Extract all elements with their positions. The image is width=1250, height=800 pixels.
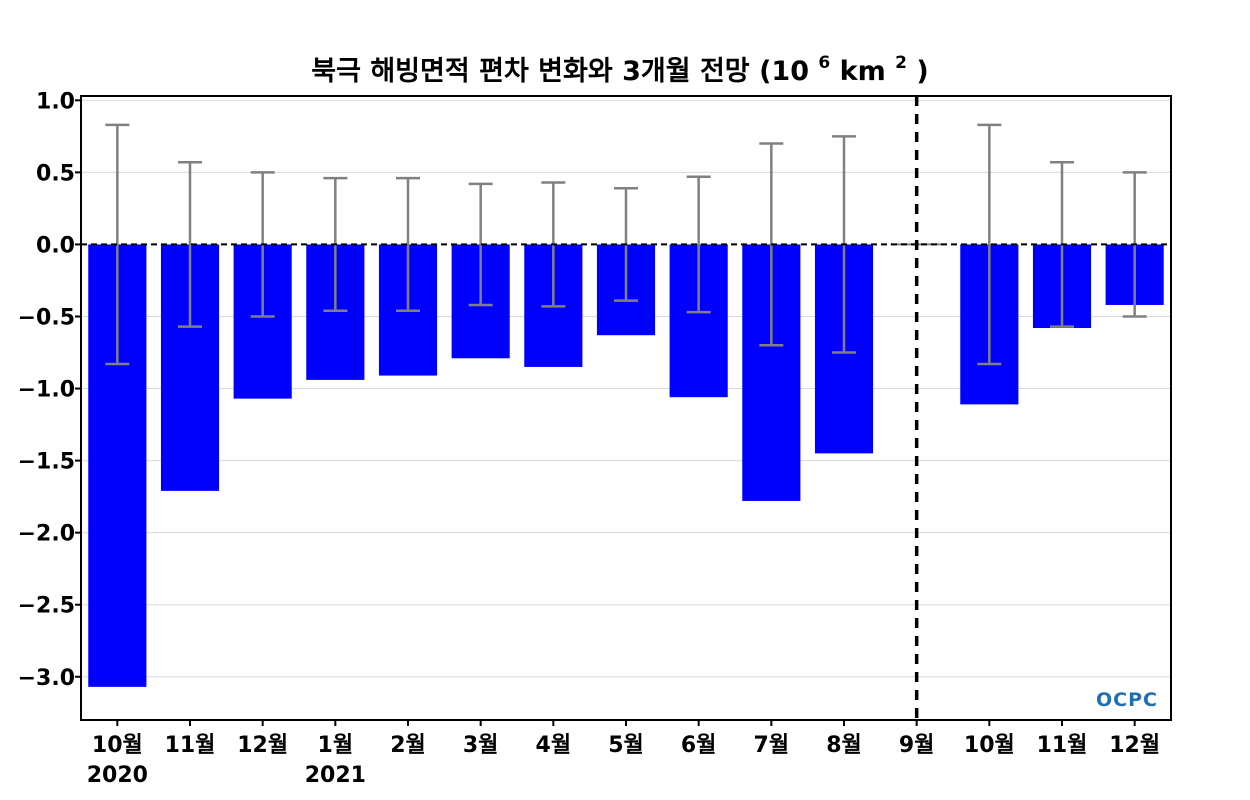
- y-tick-label: 0.5: [36, 161, 75, 186]
- x-tick-label: 6월: [681, 733, 717, 758]
- x-tick-label: 4월: [536, 733, 572, 758]
- tick-labels: 1.0 0.5 0.0 −0.5 −1.0 −1.5 −2.0 −2.5 −3.0 10월 11월 1…: [18, 89, 1161, 788]
- logo-text: OCPC: [1096, 689, 1158, 711]
- y-tick-label: −1.0: [18, 378, 75, 403]
- y-tick-label: 0.0: [36, 233, 75, 258]
- x-tick-label: 10월: [964, 733, 1015, 758]
- x-tick-label: 11월: [165, 733, 216, 758]
- axes: [75, 95, 1172, 726]
- x-tick-label: 12월: [1109, 733, 1160, 758]
- y-tick-label: −1.5: [18, 450, 75, 475]
- x-tick-label: 12월: [237, 733, 288, 758]
- ocpc-logo: OCPC: [1096, 689, 1158, 711]
- x-tick-label: 1월: [318, 733, 354, 758]
- chart-title: 북극 해빙면적 편차 변화와 3개월 전망 (10 6 km 2 ): [311, 44, 928, 87]
- reference-lines: [81, 96, 1171, 720]
- chart-title-unit-sup1: 6: [818, 53, 830, 73]
- x-tick-label: 3월: [463, 733, 499, 758]
- chart-title-unit-open: (10: [759, 56, 809, 87]
- x-tick-label: 10월: [92, 733, 143, 758]
- x-tick-label: 11월: [1037, 733, 1088, 758]
- chart-title-unit-mid: km: [840, 56, 886, 87]
- y-tick-label: −0.5: [18, 305, 75, 330]
- x-tick-label: 7월: [754, 733, 790, 758]
- y-tick-label: −2.5: [18, 594, 75, 619]
- y-tick-label: 1.0: [36, 89, 75, 114]
- x-tick-label: 5월: [608, 733, 644, 758]
- x-tick-label: 2월: [390, 733, 426, 758]
- x-tick-label: 9월: [899, 733, 935, 758]
- bars: [88, 244, 1164, 687]
- chart-title-main: 북극 해빙면적 편차 변화와 3개월 전망: [311, 56, 750, 87]
- y-tick-label: −3.0: [18, 666, 75, 691]
- x-tick-label: 8월: [826, 733, 862, 758]
- svg-text:북극 해빙면적 편차 변화와 3개월 전망 (1: 북극 해빙면적 편차 변화와 3개월 전망 (10 6 km 2 ): [311, 44, 928, 87]
- chart-title-unit-close: ): [916, 56, 928, 87]
- y-tick-label: −2.0: [18, 522, 75, 547]
- year-label: 2020: [87, 763, 148, 788]
- chart-title-unit-sup2: 2: [895, 53, 907, 73]
- year-label: 2021: [305, 763, 366, 788]
- svg-text:OCPC: OCPC: [1096, 689, 1158, 711]
